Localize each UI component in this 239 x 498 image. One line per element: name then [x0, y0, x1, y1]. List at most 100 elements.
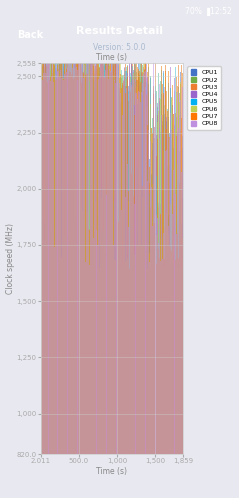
- Bar: [154, 138, 155, 454]
- Bar: [181, 171, 182, 454]
- Bar: [153, 133, 154, 454]
- Bar: [77, 67, 78, 454]
- Bar: [155, 99, 156, 454]
- Bar: [120, 103, 121, 454]
- Bar: [108, 63, 109, 454]
- Bar: [67, 8, 68, 454]
- Bar: [124, 81, 125, 454]
- Bar: [150, 207, 151, 454]
- Bar: [143, 258, 144, 454]
- Bar: [105, 70, 106, 454]
- Bar: [125, 87, 126, 454]
- Bar: [118, 80, 119, 454]
- Bar: [61, 78, 62, 454]
- Bar: [111, 72, 112, 454]
- Bar: [166, 213, 167, 454]
- Bar: [103, 53, 104, 454]
- Bar: [157, 218, 158, 454]
- Bar: [103, 0, 104, 454]
- Bar: [91, 63, 92, 454]
- Bar: [70, 63, 71, 454]
- Bar: [95, 202, 96, 454]
- Bar: [49, 73, 50, 454]
- Bar: [51, 78, 52, 454]
- Bar: [119, 88, 120, 454]
- Bar: [148, 67, 149, 454]
- Bar: [120, 74, 121, 454]
- Bar: [57, 0, 58, 454]
- Bar: [59, 78, 60, 454]
- Bar: [155, 116, 156, 454]
- Bar: [109, 76, 110, 454]
- Bar: [152, 118, 153, 454]
- Bar: [145, 111, 146, 454]
- Bar: [49, 74, 50, 454]
- Bar: [47, 61, 48, 454]
- Bar: [178, 65, 179, 454]
- Bar: [74, 58, 75, 454]
- Bar: [106, 0, 107, 454]
- Bar: [69, 79, 70, 454]
- Bar: [47, 59, 48, 454]
- Bar: [57, 79, 58, 454]
- Bar: [56, 78, 57, 454]
- Bar: [180, 130, 181, 454]
- Bar: [140, 61, 141, 454]
- Bar: [93, 66, 94, 454]
- Bar: [51, 0, 52, 454]
- Bar: [157, 242, 158, 454]
- Bar: [113, 79, 114, 454]
- Bar: [116, 51, 117, 454]
- Bar: [114, 269, 115, 454]
- Bar: [115, 78, 116, 454]
- Bar: [63, 66, 64, 454]
- Bar: [65, 58, 66, 454]
- Bar: [88, 68, 89, 454]
- Legend: CPU1, CPU2, CPU3, CPU4, CPU5, CPU6, CPU7, CPU8: CPU1, CPU2, CPU3, CPU4, CPU5, CPU6, CPU7…: [187, 66, 221, 129]
- Bar: [111, 75, 112, 454]
- Bar: [128, 204, 129, 454]
- Bar: [101, 188, 102, 454]
- Bar: [158, 73, 159, 454]
- Bar: [66, 69, 67, 454]
- Bar: [41, 79, 42, 454]
- Bar: [132, 82, 133, 454]
- Bar: [84, 0, 85, 454]
- Bar: [168, 216, 169, 454]
- Bar: [146, 73, 147, 454]
- Bar: [173, 254, 174, 454]
- Bar: [165, 71, 166, 454]
- Bar: [139, 71, 140, 454]
- Bar: [65, 67, 66, 454]
- Bar: [121, 88, 122, 454]
- Bar: [168, 226, 169, 454]
- Bar: [175, 113, 176, 454]
- Bar: [91, 0, 92, 454]
- Bar: [148, 130, 149, 454]
- Bar: [57, 59, 58, 454]
- Bar: [83, 73, 84, 454]
- Bar: [95, 71, 96, 454]
- Bar: [65, 57, 66, 454]
- Bar: [57, 51, 58, 454]
- Bar: [170, 88, 171, 454]
- Bar: [160, 219, 161, 454]
- Bar: [82, 72, 83, 454]
- Bar: [137, 80, 138, 454]
- Bar: [76, 0, 77, 454]
- Bar: [163, 95, 164, 454]
- Bar: [163, 196, 164, 454]
- Bar: [63, 79, 64, 454]
- Bar: [122, 245, 123, 454]
- Bar: [84, 70, 85, 454]
- Bar: [63, 80, 64, 454]
- Bar: [118, 55, 119, 454]
- Bar: [159, 84, 160, 454]
- Bar: [173, 114, 174, 454]
- Bar: [116, 0, 117, 454]
- Bar: [60, 50, 61, 454]
- Bar: [163, 212, 164, 454]
- Bar: [65, 71, 66, 454]
- Bar: [68, 76, 69, 454]
- Bar: [158, 224, 159, 454]
